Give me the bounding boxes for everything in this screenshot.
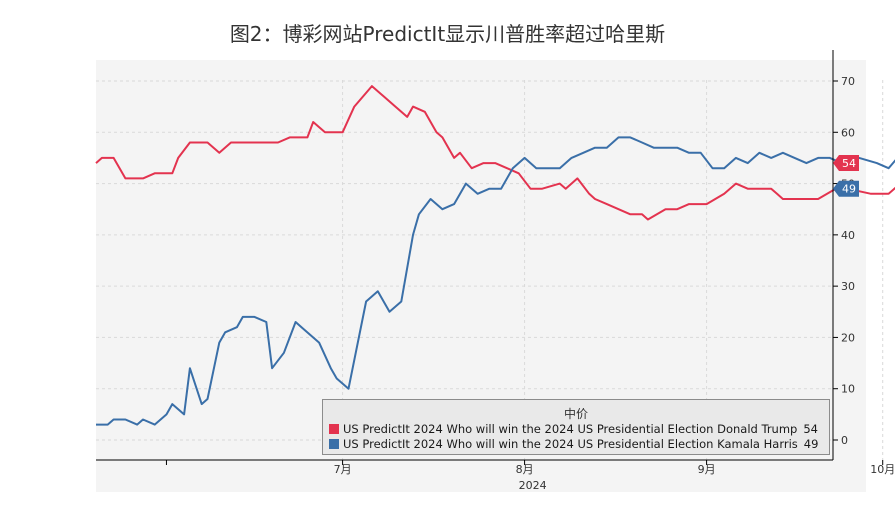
y-tick-label: 70: [841, 75, 855, 88]
x-tick-label: 9月: [698, 463, 716, 476]
y-axis: 010203040506070: [832, 50, 855, 460]
series-line-harris: [96, 136, 895, 426]
legend-label-trump: US PredictIt 2024 Who will win the 2024 …: [343, 421, 798, 436]
legend-swatch-trump: [329, 423, 339, 434]
end-label-trump: 54: [833, 155, 859, 172]
chart-title: 图2：博彩网站PredictIt显示川普胜率超过哈里斯: [229, 22, 666, 46]
end-label-bg-harris: [833, 180, 859, 197]
legend-swatch-harris: [329, 438, 339, 449]
legend: 中价 US PredictIt 2024 Who will win the 20…: [322, 399, 830, 455]
end-label-bg-trump: [833, 155, 859, 172]
y-tick-label: 20: [841, 331, 855, 344]
x-year-label: 2024: [519, 479, 547, 492]
legend-entry-harris: US PredictIt 2024 Who will win the 2024 …: [323, 436, 829, 451]
legend-entry-trump: US PredictIt 2024 Who will win the 2024 …: [323, 421, 829, 436]
end-label-text-harris: 49: [842, 183, 856, 196]
x-tick-label: 8月: [516, 463, 534, 476]
legend-label-harris: US PredictIt 2024 Who will win the 2024 …: [343, 436, 798, 451]
end-labels: 54 49: [833, 155, 859, 197]
y-tick-label: 60: [841, 126, 855, 139]
x-tick-label: 7月: [334, 463, 352, 476]
y-tick-label: 30: [841, 280, 855, 293]
legend-value-harris: 49: [803, 436, 819, 451]
y-tick-label: 40: [841, 229, 855, 242]
x-axis: 7月 8月 9月 10月 2024: [96, 459, 895, 492]
legend-value-trump: 54: [803, 421, 818, 436]
gridlines: [96, 80, 884, 460]
series-layer: [95, 85, 895, 426]
y-tick-label: 10: [841, 383, 855, 396]
end-label-text-trump: 54: [842, 157, 856, 170]
end-label-harris: 49: [833, 180, 859, 197]
legend-title: 中价: [563, 407, 588, 421]
y-tick-label: 0: [841, 434, 848, 447]
x-tick-label: 10月: [870, 463, 895, 476]
series-line-trump: [95, 85, 895, 221]
